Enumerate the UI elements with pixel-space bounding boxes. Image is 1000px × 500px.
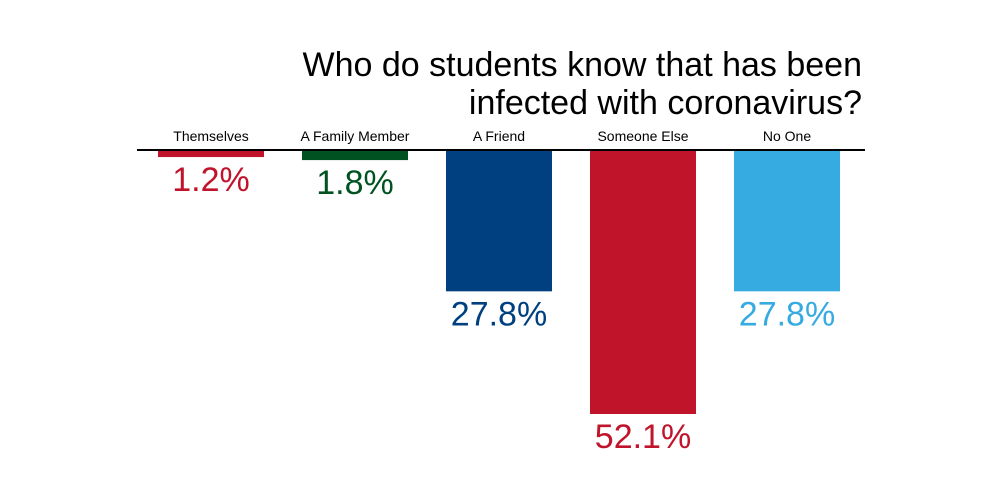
category-label-someone-else: Someone Else: [597, 128, 688, 144]
value-label-someone-else: 52.1%: [595, 418, 691, 456]
labels-layer: Themselves 1.2% A Family Member 1.8% A Frien…: [172, 128, 835, 456]
bar-a-family-member: [302, 151, 408, 161]
chart-title-line-2: infected with coronavirus?: [468, 84, 862, 122]
chart-title-line-1: Who do students know that has been: [302, 46, 862, 84]
bars-layer: [158, 151, 840, 414]
bar-someone-else: [590, 151, 696, 414]
category-label-a-friend: A Friend: [473, 128, 525, 144]
category-label-a-family-member: A Family Member: [301, 128, 410, 144]
bar-no-one: [734, 151, 840, 292]
value-label-a-friend: 27.8%: [451, 295, 547, 333]
value-label-themselves: 1.2%: [172, 161, 250, 199]
category-label-themselves: Themselves: [173, 128, 248, 144]
chart-title: Who do students know that has been infec…: [142, 46, 862, 122]
category-label-no-one: No One: [763, 128, 811, 144]
bar-a-friend: [446, 151, 552, 292]
value-label-a-family-member: 1.8%: [316, 164, 394, 202]
bar-themselves: [158, 151, 264, 158]
value-label-no-one: 27.8%: [739, 295, 835, 333]
